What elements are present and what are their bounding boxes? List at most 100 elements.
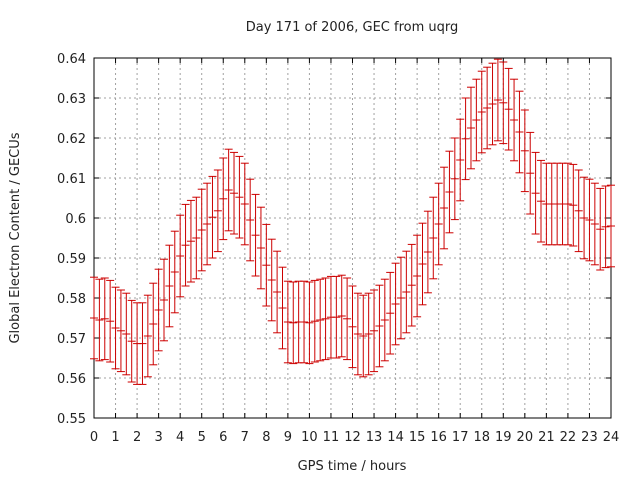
data-point xyxy=(337,274,346,358)
data-point xyxy=(466,86,475,170)
data-point xyxy=(219,157,228,241)
y-tick-label: 0.56 xyxy=(57,372,86,387)
data-point xyxy=(321,277,330,361)
data-point xyxy=(607,184,615,268)
data-point xyxy=(127,299,136,383)
data-point xyxy=(213,169,222,253)
data-point xyxy=(149,282,158,366)
x-tick-label: 13 xyxy=(366,430,383,445)
y-tick-label: 0.61 xyxy=(57,172,86,187)
data-point xyxy=(235,155,244,239)
data-point xyxy=(273,250,282,334)
data-point xyxy=(423,210,432,294)
data-point xyxy=(504,67,513,151)
data-point xyxy=(154,268,163,352)
y-tick-label: 0.58 xyxy=(57,292,86,307)
x-tick-label: 6 xyxy=(219,430,227,445)
x-tick-label: 2 xyxy=(133,430,141,445)
data-point xyxy=(477,70,486,154)
data-point xyxy=(596,187,605,271)
data-point xyxy=(472,78,481,162)
x-tick-label: 0 xyxy=(90,430,98,445)
data-point xyxy=(267,238,276,322)
x-tick-label: 15 xyxy=(409,430,426,445)
chart-title: Day 171 of 2006, GEC from uqrg xyxy=(246,20,459,35)
y-tick-label: 0.62 xyxy=(57,132,86,147)
data-point xyxy=(440,166,449,250)
data-point xyxy=(300,280,309,364)
data-point xyxy=(305,281,314,365)
data-point xyxy=(434,182,443,266)
data-point xyxy=(289,281,298,365)
data-point xyxy=(240,162,249,246)
data-point xyxy=(122,292,131,376)
data-point xyxy=(95,278,104,362)
data-point xyxy=(143,294,152,378)
data-point xyxy=(413,234,422,318)
data-point xyxy=(224,148,233,232)
data-point xyxy=(116,289,125,373)
data-point xyxy=(283,280,292,364)
grid xyxy=(94,58,611,418)
x-tick-label: 21 xyxy=(538,430,555,445)
y-tick-label: 0.55 xyxy=(57,412,86,427)
data-point xyxy=(138,302,147,385)
data-point xyxy=(160,258,169,342)
data-point xyxy=(170,230,179,314)
y-tick-label: 0.63 xyxy=(57,92,86,107)
data-point xyxy=(230,151,239,235)
data-point xyxy=(370,289,379,373)
data-point xyxy=(569,163,578,247)
data-point xyxy=(208,175,217,259)
x-tick-label: 8 xyxy=(262,430,270,445)
data-point xyxy=(601,185,610,269)
x-tick-label: 14 xyxy=(387,430,404,445)
x-tick-label: 19 xyxy=(495,430,512,445)
data-point xyxy=(176,214,185,298)
data-point xyxy=(499,61,508,145)
x-tick-label: 5 xyxy=(198,430,206,445)
x-axis-ticks: 0 1 2 3 4 5 6 7 8 9 10 11 12 13 14 15 16 17 18 19 20 21 22 23 24 xyxy=(90,58,619,445)
x-axis-label: GPS time / hours xyxy=(298,459,407,474)
data-point xyxy=(461,97,470,181)
data-point xyxy=(332,275,341,359)
x-tick-label: 18 xyxy=(473,430,490,445)
data-point xyxy=(100,277,109,361)
data-point xyxy=(402,250,411,334)
data-point xyxy=(353,292,362,376)
data-point xyxy=(407,243,416,327)
data-point xyxy=(262,223,271,307)
data-point xyxy=(493,58,502,142)
data-point xyxy=(348,285,357,369)
data-point xyxy=(203,182,212,266)
data-point xyxy=(563,162,572,246)
x-tick-label: 7 xyxy=(241,430,249,445)
y-tick-label: 0.64 xyxy=(57,52,86,67)
x-tick-label: 24 xyxy=(603,430,620,445)
data-point xyxy=(590,182,599,266)
data-point xyxy=(488,62,497,146)
data-point xyxy=(585,178,594,262)
data-point xyxy=(375,284,384,368)
data-point xyxy=(396,256,405,340)
x-tick-label: 22 xyxy=(560,430,577,445)
data-point xyxy=(359,294,368,378)
x-tick-label: 10 xyxy=(301,430,318,445)
data-point xyxy=(181,203,190,287)
y-tick-label: 0.6 xyxy=(65,212,86,227)
data-point xyxy=(531,151,540,235)
y-axis-ticks: 0.55 0.56 0.57 0.58 0.59 0.6 0.61 0.62 0.63 0.64 xyxy=(57,52,611,427)
x-tick-label: 4 xyxy=(176,430,184,445)
data-point xyxy=(310,279,319,363)
data-point xyxy=(510,78,519,162)
data-point xyxy=(380,278,389,362)
x-tick-label: 12 xyxy=(344,430,361,445)
data-point xyxy=(418,222,427,306)
data-point xyxy=(316,278,325,362)
x-tick-label: 23 xyxy=(581,430,598,445)
data-point xyxy=(343,277,352,361)
x-tick-label: 17 xyxy=(452,430,469,445)
data-point xyxy=(197,188,206,272)
data-point xyxy=(111,286,120,370)
